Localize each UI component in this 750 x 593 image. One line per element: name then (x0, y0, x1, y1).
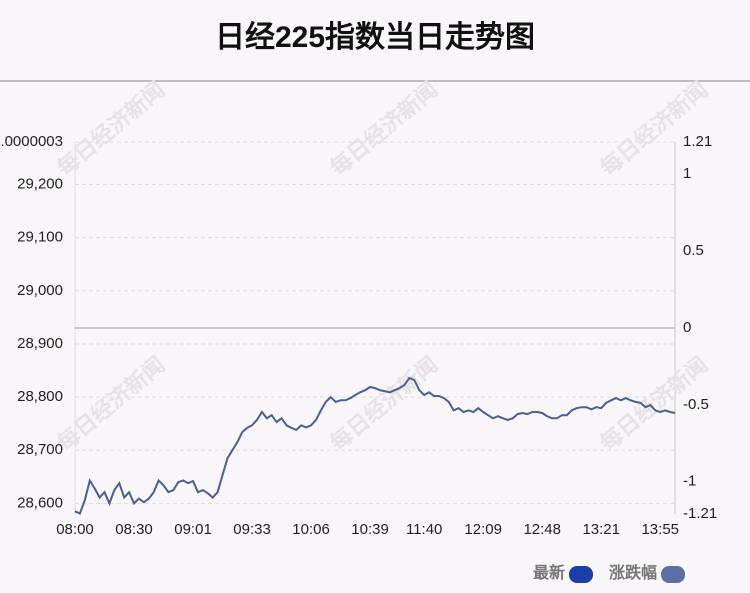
legend-swatch (569, 566, 594, 583)
x-tick-label: 13:55 (641, 521, 679, 538)
x-tick-label: 09:01 (174, 521, 212, 538)
y-tick-label: 28,600 (17, 494, 63, 511)
x-tick-label: 08:00 (56, 521, 94, 538)
legend-label: 最新 (533, 563, 565, 582)
y-tick-label: 28,700 (17, 441, 63, 458)
x-tick-label: 12:48 (523, 521, 561, 538)
x-tick-label: 08:30 (115, 521, 153, 538)
y-tick-label: 28,800 (17, 388, 63, 405)
series-line (74, 376, 676, 515)
y-tick-label: 29,100 (17, 229, 63, 246)
y2-tick-label: -1.21 (683, 505, 717, 522)
y2-tick-label: -1 (683, 473, 696, 490)
y2-tick-label: 0.5 (683, 242, 704, 259)
legend-label: 涨跌幅 (609, 563, 657, 582)
y-tick-label: 29,200 (17, 175, 63, 192)
x-tick-label: 10:06 (292, 521, 330, 538)
y2-tick-label: -0.5 (683, 396, 709, 413)
x-tick-label: 11:40 (406, 521, 442, 538)
chart-title: 日经225指数当日走势图 (215, 20, 535, 54)
y-tick-label: 29,280.0000003 (0, 133, 63, 150)
x-tick-label: 10:39 (351, 521, 389, 538)
legend-swatch (661, 566, 686, 583)
y-tick-label: 28,900 (17, 335, 63, 352)
y2-tick-label: 1 (683, 165, 691, 182)
x-tick-label: 09:33 (233, 521, 271, 538)
y2-tick-label: 0 (683, 319, 691, 336)
x-tick-label: 13:21 (582, 521, 620, 538)
y2-tick-label: 1.21 (683, 133, 712, 150)
y-tick-label: 29,000 (17, 282, 63, 299)
x-tick-label: 12:09 (464, 521, 502, 538)
